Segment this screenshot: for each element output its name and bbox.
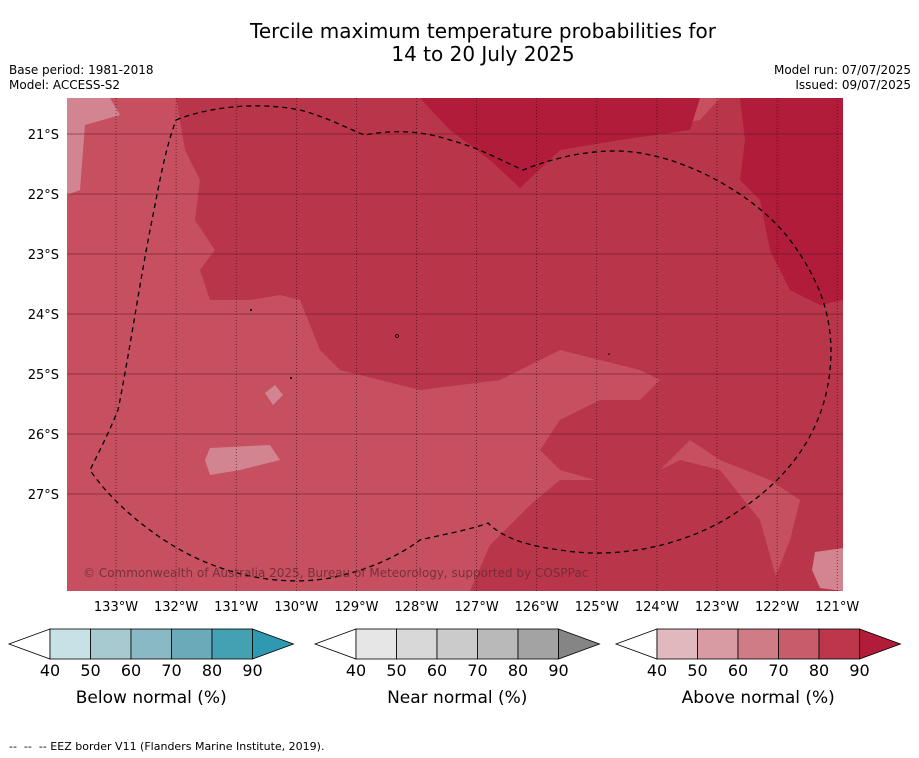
title-line-1: Tercile maximum temperature probabilitie… (250, 19, 716, 43)
colorbar-tick-label: 90 (849, 661, 869, 680)
band-60-70-patch-3 (812, 548, 843, 591)
longitude-label: 129°W (334, 600, 378, 615)
colorbar-segment (656, 628, 698, 660)
longitude-label: 128°W (394, 600, 438, 615)
colorbar-tick-label: 50 (687, 661, 707, 680)
colorbar: 40 50 60 70 80 90 Below normal (%) (7, 628, 295, 708)
colorbars: 40 50 60 70 80 90 Below normal (%) 40 50 60 70 80 90… (7, 628, 902, 708)
probability-field: © Commonwealth of Australia 2025, Bureau… (67, 98, 843, 591)
latitude-label: 21°S (28, 128, 59, 143)
colorbar-segment (396, 628, 438, 660)
colorbar-segment (436, 628, 478, 660)
band-80-90-south (470, 460, 780, 591)
island-mark (608, 353, 610, 355)
longitude-label: 124°W (635, 600, 679, 615)
longitude-label: 133°W (94, 600, 138, 615)
colorbar-segment (130, 628, 172, 660)
model-name: Model: ACCESS-S2 (9, 78, 121, 92)
colorbar-tick-label: 70 (467, 661, 487, 680)
colorbar-tick-label: 80 (809, 661, 829, 680)
colorbar-under-arrow (7, 628, 51, 660)
colorbar-over-arrow (252, 628, 295, 660)
eez-border (89, 105, 832, 582)
colorbar-segment (778, 628, 820, 660)
colorbar-tick-label: 80 (202, 661, 222, 680)
longitude-label: 126°W (515, 600, 559, 615)
colorbar-under-arrow (614, 628, 658, 660)
colorbar-segment (90, 628, 132, 660)
colorbar-segment (477, 628, 519, 660)
colorbar-segment (211, 628, 253, 660)
colorbar: 40 50 60 70 80 90 Near normal (%) (313, 628, 601, 708)
island-mark (250, 309, 252, 311)
island-mark (290, 377, 292, 379)
band-90-plus (420, 98, 700, 188)
band-60-70-patch-1 (205, 445, 280, 475)
longitude-label: 127°W (455, 600, 499, 615)
colorbar-title: Near normal (%) (387, 688, 527, 708)
longitude-label: 123°W (695, 600, 739, 615)
title-line-2: 14 to 20 July 2025 (391, 42, 575, 66)
colorbar-segment (49, 628, 91, 660)
band-60-70-patch-2 (265, 385, 283, 405)
colorbar-segment (355, 628, 397, 660)
latitude-label: 24°S (28, 308, 59, 323)
latitude-label: 23°S (28, 248, 59, 263)
colorbar-title: Above normal (%) (682, 688, 835, 708)
colorbar-tick-label: 60 (121, 661, 141, 680)
colorbar-tick-label: 80 (508, 661, 528, 680)
longitude-label: 130°W (274, 600, 318, 615)
colorbar-tick-label: 90 (242, 661, 262, 680)
graticule (67, 98, 843, 591)
meta-right: Model run: 07/07/2025 Issued: 09/07/2025 (774, 63, 911, 93)
colorbar-tick-label: 40 (40, 661, 60, 680)
colorbar-tick-label: 50 (386, 661, 406, 680)
longitude-label: 122°W (755, 600, 799, 615)
colorbar-tick-label: 60 (728, 661, 748, 680)
longitude-label: 121°W (815, 600, 859, 615)
colorbar-over-arrow (859, 628, 902, 660)
colorbar-segment (818, 628, 860, 660)
longitude-labels: 133°W 132°W 131°W 130°W 129°W 128°W 127°W 126°W… (94, 600, 860, 615)
colorbar-segment (737, 628, 779, 660)
colorbar-tick-label: 70 (768, 661, 788, 680)
latitude-label: 22°S (28, 188, 59, 203)
longitude-label: 132°W (154, 600, 198, 615)
colorbar-under-arrow (313, 628, 357, 660)
copyright-notice: © Commonwealth of Australia 2025, Bureau… (83, 566, 588, 580)
colorbar: 40 50 60 70 80 90 Above normal (%) (614, 628, 902, 708)
colorbar-tick-label: 40 (647, 661, 667, 680)
longitude-label: 125°W (575, 600, 619, 615)
colorbar-segment (171, 628, 213, 660)
base-period: Base period: 1981-2018 (9, 63, 154, 77)
longitude-label: 131°W (214, 600, 258, 615)
colorbar-tick-label: 40 (346, 661, 366, 680)
colorbar-segment (517, 628, 559, 660)
latitude-label: 26°S (28, 428, 59, 443)
colorbar-tick-label: 50 (80, 661, 100, 680)
issued-date: Issued: 09/07/2025 (795, 78, 911, 92)
map-canvas: © Commonwealth of Australia 2025, Bureau… (7, 98, 902, 708)
colorbar-title: Below normal (%) (76, 688, 227, 708)
colorbar-tick-label: 60 (427, 661, 447, 680)
latitude-label: 27°S (28, 488, 59, 503)
colorbar-tick-label: 90 (548, 661, 568, 680)
footer-note: -- -- -- EEZ border V11 (Flanders Marine… (9, 740, 325, 753)
map-title: Tercile maximum temperature probabilitie… (0, 20, 919, 66)
colorbar-segment (697, 628, 739, 660)
meta-left: Base period: 1981-2018 Model: ACCESS-S2 (9, 63, 154, 93)
latitude-label: 25°S (28, 368, 59, 383)
band-60-70-west (67, 98, 120, 195)
band-90-plus-east (740, 98, 843, 305)
island-mark (395, 334, 399, 338)
latitude-labels: 21°S 22°S 23°S 24°S 25°S 26°S 27°S (28, 128, 59, 503)
colorbar-over-arrow (558, 628, 601, 660)
model-run: Model run: 07/07/2025 (773, 63, 911, 77)
band-80-90 (176, 98, 843, 591)
colorbar-tick-label: 70 (161, 661, 181, 680)
